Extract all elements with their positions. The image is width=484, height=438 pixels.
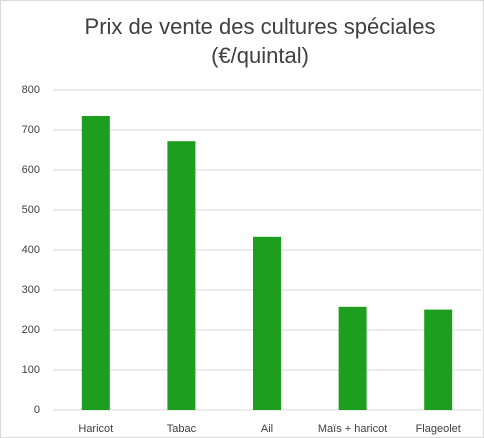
- x-tick-label: Maïs + haricot: [318, 423, 387, 435]
- y-tick-label: 700: [22, 124, 40, 136]
- bar: [338, 306, 367, 410]
- bar: [167, 141, 196, 410]
- y-tick-label: 500: [22, 204, 40, 216]
- y-tick-label: 600: [22, 164, 40, 176]
- x-tick-label: Haricot: [78, 423, 113, 435]
- y-tick-label: 300: [22, 284, 40, 296]
- y-tick-label: 400: [22, 244, 40, 256]
- x-tick-label: Tabac: [167, 423, 197, 435]
- chart-title: Prix de vente des cultures spéciales: [85, 14, 436, 39]
- bar: [253, 236, 281, 410]
- x-tick-label: Flageolet: [416, 423, 461, 435]
- x-tick-label: Ail: [261, 423, 273, 435]
- bar: [81, 116, 110, 410]
- y-tick-label: 800: [22, 84, 40, 96]
- y-tick-label: 100: [22, 364, 40, 376]
- y-tick-label: 200: [22, 324, 40, 336]
- chart-subtitle: (€/quintal): [211, 43, 309, 68]
- bar: [424, 309, 453, 410]
- y-tick-label: 0: [34, 404, 40, 416]
